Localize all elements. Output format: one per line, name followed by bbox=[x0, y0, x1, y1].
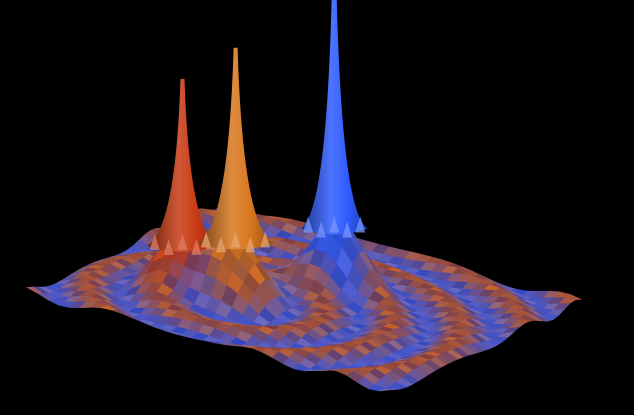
peaks bbox=[146, 0, 368, 255]
peak-1-skirt bbox=[177, 233, 188, 250]
peak-1-skirt bbox=[149, 233, 160, 250]
peak-3-skirt bbox=[303, 216, 314, 233]
peak-2-skirt bbox=[215, 236, 226, 253]
peak-3-skirt bbox=[355, 216, 366, 233]
peak-1-body bbox=[146, 78, 219, 252]
peak-1-skirt bbox=[163, 238, 174, 255]
peak-2-skirt bbox=[230, 231, 241, 248]
peak-2 bbox=[197, 47, 274, 253]
peak-3-skirt bbox=[329, 216, 340, 233]
peak-3-skirt bbox=[342, 221, 353, 238]
peak-2-body bbox=[197, 47, 274, 250]
peak-1-skirt bbox=[191, 238, 202, 255]
peak-3 bbox=[300, 0, 368, 238]
peak-2-skirt bbox=[245, 236, 256, 253]
peak-2-skirt bbox=[260, 231, 271, 248]
surface-mesh bbox=[26, 207, 583, 392]
peak-3-skirt bbox=[316, 221, 327, 238]
surface-cell bbox=[379, 388, 396, 392]
peak-3-body bbox=[300, 0, 368, 235]
peak-2-skirt bbox=[201, 231, 212, 248]
